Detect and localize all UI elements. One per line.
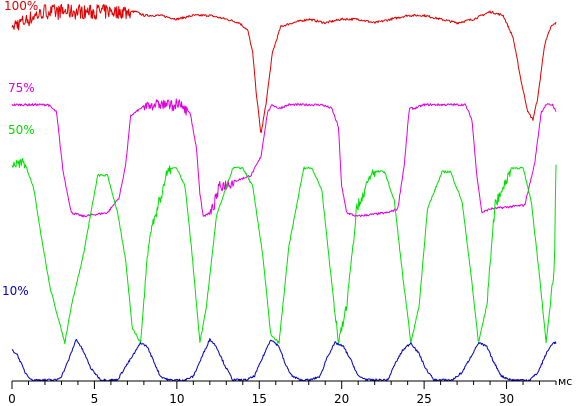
x-tick-label: 15 [252, 392, 267, 406]
series-line-10 [11, 338, 557, 382]
series-label-50: 50% [8, 123, 35, 137]
x-axis: мс 0 5 10 15 20 25 30 [8, 375, 572, 406]
series-labels: 100% 75% 50% 10% [2, 0, 38, 298]
plot-area [11, 3, 557, 382]
series-line-75 [11, 98, 557, 218]
x-tick-label: 5 [91, 392, 99, 406]
x-tick-label: 30 [499, 392, 514, 406]
x-tick-label: 0 [8, 392, 16, 406]
x-tick-label: 25 [416, 392, 431, 406]
x-axis-unit: мс [558, 375, 572, 388]
series-line-100 [11, 3, 557, 133]
x-tick-label: 10 [169, 392, 184, 406]
x-tick-label: 20 [334, 392, 349, 406]
series-label-100: 100% [4, 0, 38, 13]
series-line-50 [11, 158, 557, 345]
series-label-10: 10% [2, 284, 29, 298]
series-label-75: 75% [8, 81, 35, 95]
